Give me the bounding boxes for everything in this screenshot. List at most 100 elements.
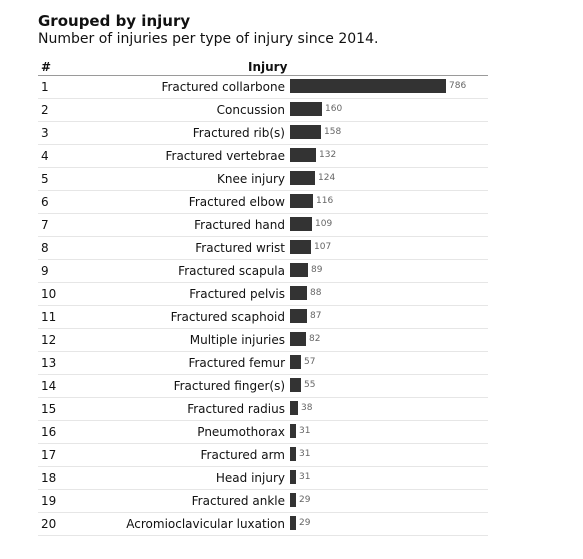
value-label: 786	[449, 81, 467, 91]
rank-label: 9	[41, 264, 49, 278]
injury-label: Fractured radius	[187, 402, 285, 416]
injury-label: Head injury	[215, 471, 285, 485]
rank-label: 8	[41, 241, 49, 255]
injury-label: Fractured rib(s)	[192, 126, 285, 140]
rank-label: 14	[41, 379, 57, 393]
rank-label: 16	[41, 425, 57, 439]
bar	[290, 148, 316, 162]
table-row: 11 Fractured scaphoid 87	[38, 306, 488, 329]
injury-label: Fractured femur	[188, 356, 285, 370]
rank-label: 13	[41, 356, 57, 370]
rank-label: 19	[41, 494, 57, 508]
value-label: 82	[309, 334, 321, 344]
rank-label: 17	[41, 448, 57, 462]
value-label: 29	[299, 518, 311, 528]
injury-label: Fractured finger(s)	[173, 379, 285, 393]
rank-label: 3	[41, 126, 49, 140]
value-label: 31	[299, 449, 311, 459]
table-row: 15 Fractured radius 38	[38, 398, 488, 421]
value-label: 87	[310, 311, 322, 321]
rank-label: 20	[41, 517, 57, 531]
bar	[290, 493, 296, 507]
injury-label: Fractured scapula	[178, 264, 285, 278]
injury-label: Fractured hand	[194, 218, 285, 232]
injury-label: Multiple injuries	[189, 333, 285, 347]
value-label: 124	[318, 173, 336, 183]
table-row: 3 Fractured rib(s) 158	[38, 122, 488, 145]
bar	[290, 263, 308, 277]
value-label: 89	[311, 265, 323, 275]
table-row: 14 Fractured finger(s) 55	[38, 375, 488, 398]
table-row: 13 Fractured femur 57	[38, 352, 488, 375]
value-label: 31	[299, 472, 311, 482]
bar	[290, 401, 298, 415]
table-header: # Injury	[38, 58, 488, 76]
chart-title: Grouped by injury	[38, 12, 191, 30]
rank-label: 7	[41, 218, 49, 232]
bar	[290, 378, 301, 392]
bar	[290, 516, 296, 530]
rank-label: 6	[41, 195, 49, 209]
value-label: 107	[314, 242, 332, 252]
table-row: 19 Fractured ankle 29	[38, 490, 488, 513]
injury-label: Fractured pelvis	[189, 287, 285, 301]
injury-label: Fractured ankle	[191, 494, 285, 508]
bar	[290, 194, 313, 208]
table-row: 5 Knee injury 124	[38, 168, 488, 191]
table-row: 7 Fractured hand 109	[38, 214, 488, 237]
value-label: 88	[310, 288, 322, 298]
value-label: 57	[304, 357, 316, 367]
bar	[290, 286, 307, 300]
injury-label: Pneumothorax	[197, 425, 285, 439]
value-label: 132	[319, 150, 337, 160]
injury-column-header: Injury	[248, 60, 288, 74]
bar	[290, 102, 322, 116]
bar	[290, 447, 296, 461]
value-label: 55	[304, 380, 316, 390]
value-label: 116	[316, 196, 334, 206]
table-row: 8 Fractured wrist 107	[38, 237, 488, 260]
table-row: 4 Fractured vertebrae 132	[38, 145, 488, 168]
table-row: 20 Acromioclavicular luxation 29	[38, 513, 488, 536]
injury-label: Fractured scaphoid	[170, 310, 285, 324]
value-label: 38	[301, 403, 313, 413]
bar	[290, 309, 307, 323]
injury-label: Fractured collarbone	[161, 80, 285, 94]
value-label: 29	[299, 495, 311, 505]
rank-label: 18	[41, 471, 57, 485]
injury-label: Concussion	[216, 103, 285, 117]
table-row: 17 Fractured arm 31	[38, 444, 488, 467]
injury-label: Fractured wrist	[195, 241, 285, 255]
value-label: 158	[324, 127, 342, 137]
rank-label: 12	[41, 333, 57, 347]
bar	[290, 79, 446, 93]
injury-label: Fractured vertebrae	[165, 149, 285, 163]
rank-column-header: #	[41, 60, 52, 74]
rank-label: 11	[41, 310, 57, 324]
table-row: 12 Multiple injuries 82	[38, 329, 488, 352]
table-row: 2 Concussion 160	[38, 99, 488, 122]
injury-label: Fractured arm	[200, 448, 285, 462]
table-row: 10 Fractured pelvis 88	[38, 283, 488, 306]
table-row: 18 Head injury 31	[38, 467, 488, 490]
chart-subtitle: Number of injuries per type of injury si…	[38, 31, 379, 47]
bar	[290, 217, 312, 231]
bar	[290, 171, 315, 185]
rank-label: 1	[41, 80, 49, 94]
rank-label: 5	[41, 172, 49, 186]
bar	[290, 240, 311, 254]
injury-label: Knee injury	[217, 172, 285, 186]
table-row: 6 Fractured elbow 116	[38, 191, 488, 214]
rank-label: 4	[41, 149, 49, 163]
table-row: 1 Fractured collarbone 786	[38, 76, 488, 99]
value-label: 31	[299, 426, 311, 436]
rank-label: 2	[41, 103, 49, 117]
rank-label: 15	[41, 402, 57, 416]
bar	[290, 424, 296, 438]
value-label: 160	[325, 104, 343, 114]
bar	[290, 470, 296, 484]
bar	[290, 125, 321, 139]
table-row: 16 Pneumothorax 31	[38, 421, 488, 444]
table-row: 9 Fractured scapula 89	[38, 260, 488, 283]
rank-label: 10	[41, 287, 57, 301]
